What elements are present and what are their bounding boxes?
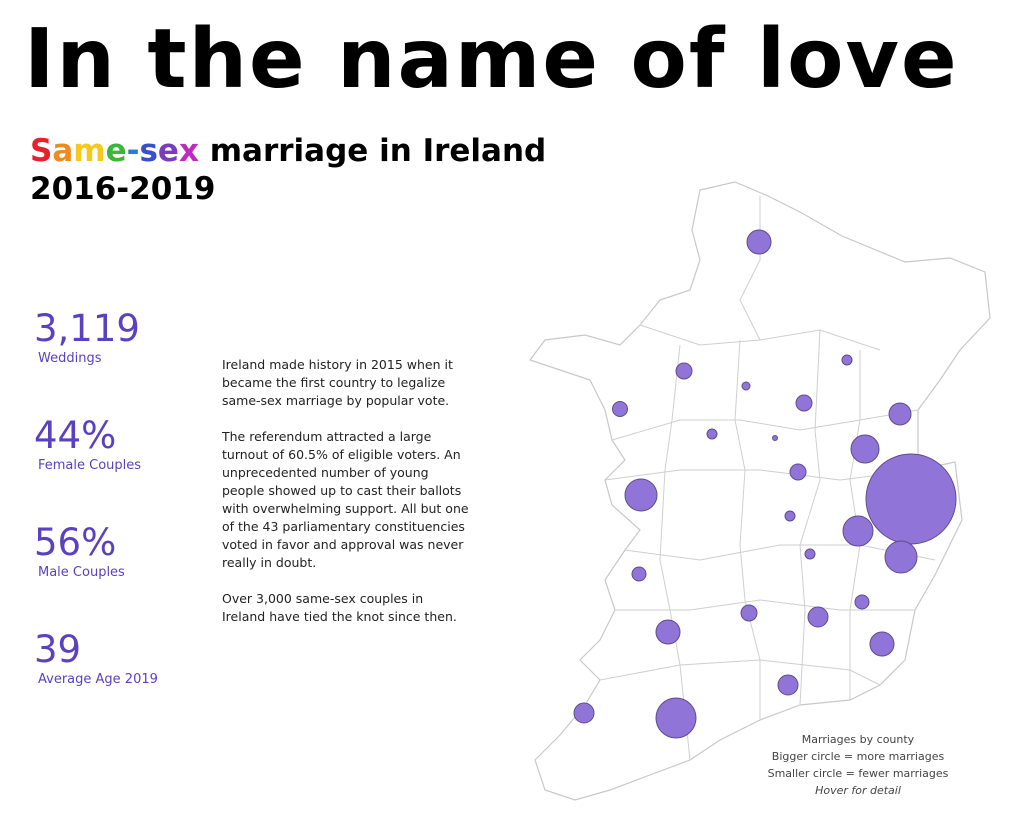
county-bubble[interactable] (884, 540, 918, 574)
stat-value: 3,119 (34, 307, 140, 350)
county-bubble[interactable] (772, 435, 778, 441)
county-bubble[interactable] (631, 566, 647, 582)
description-paragraph: Over 3,000 same-sex couples in Ireland h… (222, 591, 457, 624)
rainbow-letter: S (30, 133, 53, 169)
county-bubble[interactable] (804, 548, 816, 560)
county-borders (599, 196, 936, 761)
rainbow-letter: - (126, 133, 140, 169)
county-bubble[interactable] (841, 354, 853, 366)
description-paragraph: The referendum attracted a large turnout… (222, 429, 469, 570)
county-bubble[interactable] (869, 631, 895, 657)
stat-label: Average Age 2019 (38, 672, 158, 687)
county-bubble[interactable] (842, 515, 874, 547)
subtitle-rest: marriage in Ireland (198, 133, 547, 169)
county-bubble[interactable] (795, 394, 813, 412)
map-svg (529, 181, 991, 801)
stat-value: 56% (34, 521, 117, 564)
main-title: In the name of love (24, 12, 959, 107)
county-bubble[interactable] (741, 381, 751, 391)
county-bubble[interactable] (777, 674, 799, 696)
county-bubble[interactable] (784, 510, 796, 522)
county-bubble[interactable] (655, 619, 681, 645)
stat-label: Female Couples (38, 458, 142, 473)
rainbow-letter: x (178, 133, 199, 169)
county-bubbles[interactable] (573, 229, 957, 739)
stat-label: Weddings (38, 351, 102, 366)
county-bubble[interactable] (624, 478, 658, 512)
rainbow-word: Same-sex (30, 133, 199, 169)
stat-weddings: 3,119 Weddings (34, 308, 140, 368)
county-bubble[interactable] (655, 697, 697, 739)
rainbow-letter: m (73, 133, 106, 169)
subtitle-years: 2016-2019 (30, 171, 216, 207)
county-bubble[interactable] (573, 702, 595, 724)
county-bubble[interactable] (888, 402, 912, 426)
county-bubble[interactable] (612, 401, 628, 417)
county-bubble[interactable] (746, 229, 772, 255)
rainbow-letter: a (52, 133, 74, 169)
description-paragraph: Ireland made history in 2015 when it bec… (222, 357, 453, 408)
county-bubble[interactable] (675, 362, 693, 380)
legend-line: Marriages by county (801, 733, 915, 746)
legend-line: Smaller circle = fewer marriages (767, 767, 949, 780)
legend-hover-hint: Hover for detail (815, 784, 901, 797)
stat-value: 39 (34, 628, 82, 671)
stat-label: Male Couples (38, 565, 125, 580)
legend-line: Bigger circle = more marriages (771, 750, 945, 763)
stat-value: 44% (34, 414, 117, 457)
description-text: Ireland made history in 2015 when it bec… (222, 356, 470, 644)
county-bubble[interactable] (789, 463, 807, 481)
county-bubble[interactable] (807, 606, 829, 628)
stat-average-age: 39 Average Age 2019 (34, 629, 158, 689)
county-bubble[interactable] (850, 434, 880, 464)
stat-male-couples: 56% Male Couples (34, 522, 125, 582)
county-bubble[interactable] (740, 604, 758, 622)
map-legend: Marriages by county Bigger circle = more… (758, 731, 958, 799)
county-bubble[interactable] (706, 428, 718, 440)
county-bubble[interactable] (854, 594, 870, 610)
county-bubble[interactable] (865, 453, 957, 545)
subtitle: Same-sex marriage in Ireland 2016-2019 (30, 132, 546, 208)
stat-female-couples: 44% Female Couples (34, 415, 141, 475)
ireland-map[interactable] (490, 170, 1010, 810)
rainbow-letter: s (139, 133, 158, 169)
rainbow-letter: e (157, 133, 179, 169)
rainbow-letter: e (105, 133, 127, 169)
